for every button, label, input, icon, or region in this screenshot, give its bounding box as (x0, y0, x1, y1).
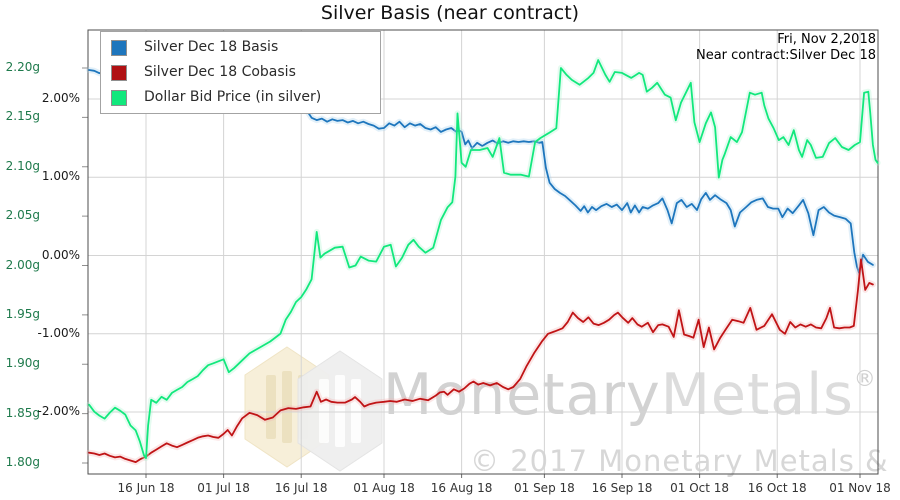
gram-axis-label: 1.85g (5, 405, 40, 420)
legend-item-label: Silver Dec 18 Basis (144, 39, 279, 55)
x-axis-label: 01 Oct 18 (670, 481, 730, 495)
percent-axis-label: -2.00% (37, 404, 80, 418)
gram-axis-label: 2.10g (5, 158, 40, 173)
gram-axis-label: 2.15g (5, 109, 40, 124)
legend-item-label: Dollar Bid Price (in silver) (144, 89, 322, 105)
percent-axis-label: -1.00% (37, 325, 80, 340)
x-axis-label: 01 Nov 18 (829, 481, 891, 495)
legend-item-label: Silver Dec 18 Cobasis (144, 64, 296, 80)
x-axis-label: 16 Sep 18 (591, 481, 653, 495)
annotation: Fri, Nov 2,2018 Near contract:Silver Dec… (696, 32, 876, 64)
gram-axis-label: 2.00g (5, 257, 40, 272)
legend-swatch-icon (111, 40, 127, 56)
legend-item: Silver Dec 18 Basis (101, 36, 380, 60)
report-date: Fri, Nov 2,2018 (777, 32, 876, 47)
x-axis-label: 16 Aug 18 (430, 481, 493, 495)
x-axis-label: 01 Jul 18 (197, 481, 250, 495)
x-axis-label: 16 Oct 18 (747, 481, 807, 495)
legend-swatch-icon (111, 65, 127, 81)
gram-axis-label: 1.90g (5, 356, 40, 371)
gram-axis-label: 2.05g (5, 208, 40, 223)
page-title: Silver Basis (near contract) (320, 2, 580, 24)
near-contract-label: Near contract:Silver Dec 18 (695, 48, 876, 63)
gram-axis-label: 1.95g (5, 306, 40, 321)
percent-axis-label: 0.00% (41, 247, 80, 262)
percent-axis-label: 1.00% (41, 169, 80, 184)
x-axis-label: 16 Jun 18 (117, 481, 175, 495)
legend-swatch-icon (111, 90, 127, 106)
gram-axis-label: 2.20g (5, 60, 40, 74)
gram-axis-label: 1.80g (5, 455, 40, 469)
legend: Silver Dec 18 Basis Silver Dec 18 Cobasis… (100, 31, 381, 114)
legend-item: Silver Dec 18 Cobasis (101, 61, 380, 85)
legend-item: Dollar Bid Price (in silver) (101, 86, 380, 110)
x-axis-label: 01 Aug 18 (353, 481, 415, 495)
x-axis-label: 01 Sep 18 (513, 481, 575, 495)
x-axis-label: 16 Jul 18 (274, 481, 328, 495)
percent-axis-label: 2.00% (41, 91, 80, 105)
